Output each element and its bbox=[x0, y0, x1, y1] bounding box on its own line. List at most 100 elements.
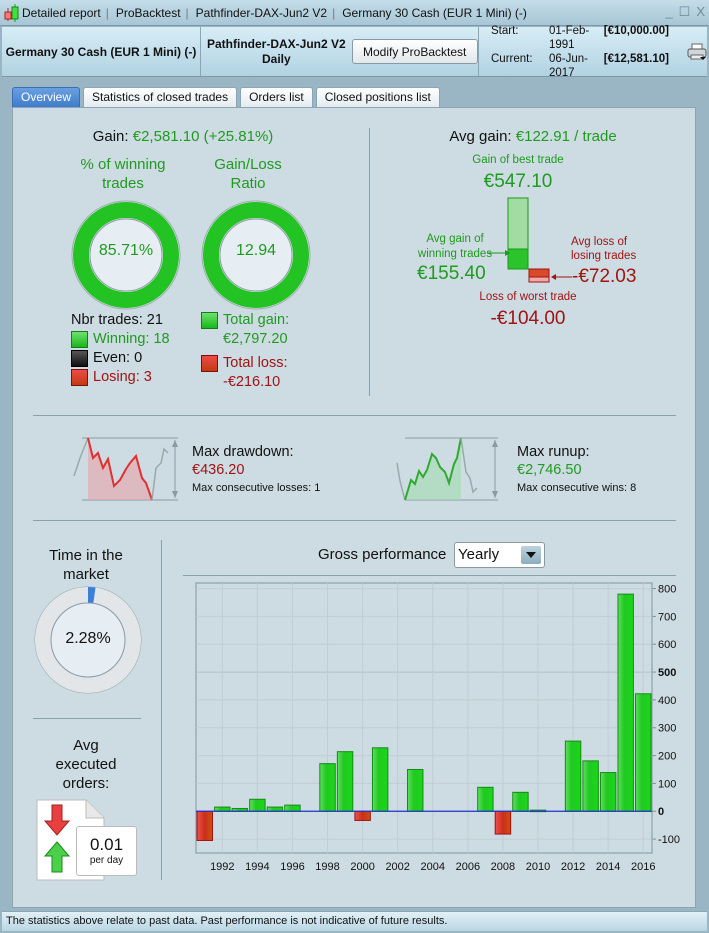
best-trade-label: Gain of best trade bbox=[472, 154, 564, 166]
avg-loss-value: -€72.03 bbox=[572, 266, 637, 287]
start-capital: [€10,000.00] bbox=[603, 24, 669, 37]
avg-gain-summary: Avg gain: €122.91 / trade bbox=[393, 128, 673, 145]
bar-2015 bbox=[617, 593, 634, 812]
nbr-trades: Nbr trades: 21 bbox=[71, 312, 163, 328]
worst-trade-label: Loss of worst trade bbox=[479, 291, 577, 303]
tab-overview[interactable]: Overview bbox=[12, 87, 81, 107]
y-tick-label: 500 bbox=[658, 667, 676, 679]
bar-1992 bbox=[214, 806, 231, 812]
avg-executed-orders-title: Avg executed orders: bbox=[55, 737, 117, 792]
avg-loss-label: Avg loss of losing trades bbox=[571, 236, 637, 262]
print-icon[interactable] bbox=[687, 43, 707, 61]
gain-loss-legend: Total gain: €2,797.20 Total loss: -€216.… bbox=[201, 311, 289, 392]
gain-loss-ratio-donut bbox=[201, 200, 311, 310]
worst-trade-value: -€104.00 bbox=[490, 308, 566, 329]
tab-bar: Overview Statistics of closed trades Ord… bbox=[12, 87, 440, 107]
bar-2007 bbox=[477, 786, 494, 812]
x-tick-label: 2002 bbox=[385, 861, 409, 873]
losing-swatch bbox=[71, 368, 88, 386]
bar-1995 bbox=[266, 806, 284, 812]
max-drawdown-label: Max drawdown: bbox=[192, 444, 294, 460]
x-tick-label: 1992 bbox=[210, 861, 234, 873]
gain-value: €2,581.10 (+25.81%) bbox=[132, 128, 274, 145]
total-loss-label: Total loss: bbox=[223, 355, 288, 371]
strategy-name: Pathfinder-DAX-Jun2 V2 bbox=[207, 36, 346, 51]
bar-1998 bbox=[319, 763, 336, 812]
gain-summary: Gain: €2,581.10 (+25.81%) bbox=[33, 128, 333, 145]
period-select-value: Yearly bbox=[458, 546, 500, 563]
strategy-timeframe: Daily bbox=[262, 51, 291, 66]
x-tick-label: 2016 bbox=[631, 861, 655, 873]
start-label: Start: bbox=[491, 24, 519, 37]
winning-swatch bbox=[71, 330, 88, 348]
title-bar: Detailed report | ProBacktest | Pathfind… bbox=[0, 0, 709, 26]
max-consecutive-wins: Max consecutive wins: 8 bbox=[517, 482, 637, 494]
period-select[interactable]: Yearly bbox=[454, 542, 545, 568]
instrument-name: Germany 30 Cash (EUR 1 Mini) (-) bbox=[5, 44, 197, 59]
avg-orders-unit: per day bbox=[89, 855, 124, 866]
buy-arrow-icon bbox=[43, 841, 71, 873]
section-divider bbox=[183, 575, 676, 576]
max-runup-value: €2,746.50 bbox=[517, 462, 582, 478]
start-date: 01-Feb-1991 bbox=[549, 24, 590, 51]
y-tick-label: 800 bbox=[658, 584, 676, 596]
section-divider bbox=[161, 540, 162, 880]
current-label: Current: bbox=[491, 52, 533, 65]
avg-win-label: Avg gain of winning trades bbox=[417, 233, 493, 260]
max-consecutive-losses: Max consecutive losses: 1 bbox=[192, 482, 321, 494]
x-tick-label: 1994 bbox=[245, 861, 269, 873]
bar-2016 bbox=[635, 693, 652, 812]
window-title-strategy: Pathfinder-DAX-Jun2 V2 bbox=[195, 5, 328, 20]
max-drawdown-value: €436.20 bbox=[192, 462, 245, 478]
y-tick-label: 200 bbox=[658, 751, 676, 763]
bar-1991 bbox=[196, 810, 213, 841]
donut-win-segment bbox=[73, 202, 179, 308]
avg-orders-box: 0.01 per day bbox=[76, 826, 137, 876]
bar-2001 bbox=[371, 747, 389, 812]
total-loss-value: -€216.10 bbox=[223, 374, 281, 390]
plot-area bbox=[195, 582, 653, 854]
window-title-module: ProBacktest bbox=[115, 5, 181, 20]
x-tick-label: 2012 bbox=[561, 861, 585, 873]
time-in-market-segment bbox=[35, 587, 141, 693]
y-tick-label: 400 bbox=[658, 695, 676, 707]
bar-2000 bbox=[354, 810, 371, 821]
avg-loss-arrow-icon bbox=[551, 274, 572, 280]
section-divider bbox=[369, 128, 370, 396]
tab-closed-positions-list[interactable]: Closed positions list bbox=[315, 87, 440, 107]
trade-range-bars bbox=[507, 197, 550, 283]
trades-legend: Nbr trades: 21 Winning: 18 Even: 0 Losin… bbox=[71, 311, 170, 387]
worst-trade-bar bbox=[528, 276, 550, 283]
gain-label: Gain: bbox=[92, 128, 129, 145]
avg-win-bar bbox=[507, 248, 529, 270]
tab-statistics-closed-trades[interactable]: Statistics of closed trades bbox=[83, 87, 238, 107]
total-loss-swatch bbox=[201, 354, 218, 372]
gross-performance-label: Gross performance bbox=[318, 546, 447, 563]
best-trade-value: €547.10 bbox=[483, 171, 553, 192]
time-in-market-value: 2.28% bbox=[65, 630, 111, 647]
disclaimer-status-bar: The statistics above relate to past data… bbox=[2, 911, 707, 931]
maximize-button[interactable]: ☐ bbox=[678, 4, 691, 19]
winning-pct-value: 85.71% bbox=[98, 242, 154, 259]
window-title-instrument: Germany 30 Cash (EUR 1 Mini) (-) bbox=[342, 5, 527, 20]
close-button[interactable]: X bbox=[696, 4, 705, 19]
bar-2009 bbox=[512, 791, 529, 812]
even-count: Even: 0 bbox=[93, 350, 143, 366]
modify-probacktest-button[interactable]: Modify ProBacktest bbox=[351, 39, 478, 64]
time-in-market-donut bbox=[34, 586, 142, 694]
avg-win-arrow-icon bbox=[487, 250, 510, 256]
sell-arrow-icon bbox=[43, 804, 71, 836]
avg-gain-label: Avg gain: bbox=[449, 128, 512, 145]
minimize-button[interactable]: _ bbox=[665, 4, 673, 19]
chevron-down-icon[interactable] bbox=[521, 546, 541, 564]
section-divider bbox=[33, 718, 141, 719]
total-gain-swatch bbox=[201, 311, 218, 329]
window-title-report: Detailed report bbox=[22, 5, 101, 20]
x-tick-label: 1996 bbox=[280, 861, 304, 873]
section-divider bbox=[33, 520, 676, 521]
bar-1994 bbox=[249, 798, 266, 812]
candlestick-app-icon bbox=[4, 3, 20, 23]
tab-orders-list[interactable]: Orders list bbox=[240, 87, 313, 107]
x-tick-label: 2010 bbox=[526, 861, 550, 873]
avg-win-value: €155.40 bbox=[417, 263, 486, 284]
